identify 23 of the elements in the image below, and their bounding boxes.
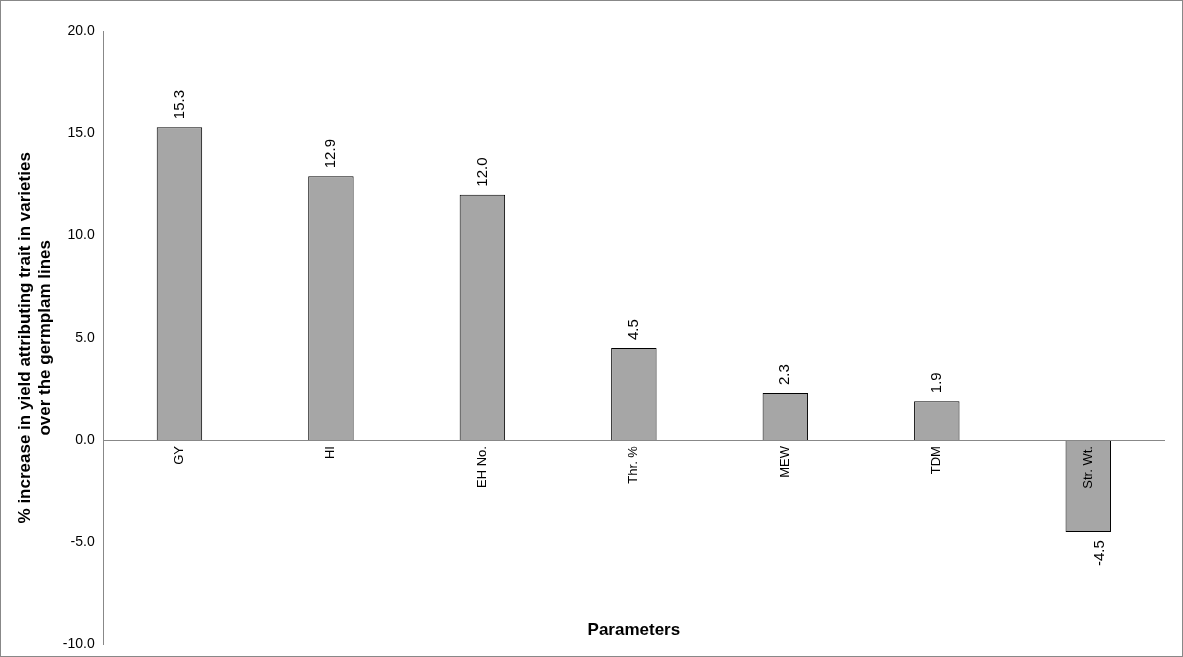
- data-label: 12.0: [472, 157, 490, 187]
- data-label: -4.5: [1090, 540, 1108, 566]
- data-label: 15.3: [169, 89, 187, 120]
- y-tick-label: -10.0: [62, 635, 95, 652]
- x-tick-label: EH No.: [473, 446, 489, 488]
- y-tick-label: 20.0: [67, 21, 95, 38]
- x-tick-label: MEW: [776, 445, 792, 478]
- x-tick-label: TDM: [928, 446, 944, 475]
- x-tick-label: Thr. %: [625, 445, 641, 484]
- data-label: 12.9: [321, 139, 339, 169]
- x-tick-label: GY: [171, 445, 187, 465]
- x-tick-label: HI: [322, 446, 338, 460]
- data-label: 1.9: [926, 372, 944, 394]
- y-tick-label: 5.0: [75, 328, 95, 345]
- y-tick-label: -5.0: [70, 533, 95, 550]
- x-axis-title: Parameters: [587, 619, 681, 639]
- y-tick-label: 15.0: [67, 124, 95, 141]
- data-label: 2.3: [775, 364, 793, 386]
- y-tick-label: 10.0: [67, 226, 95, 243]
- data-label: 4.5: [624, 319, 641, 341]
- y-tick-label: 0.0: [75, 430, 95, 447]
- x-tick-label: Str. Wt.: [1079, 446, 1095, 489]
- y-axis-title: % increase in yield attributing trait in varieties over the germplam lines: [14, 152, 55, 524]
